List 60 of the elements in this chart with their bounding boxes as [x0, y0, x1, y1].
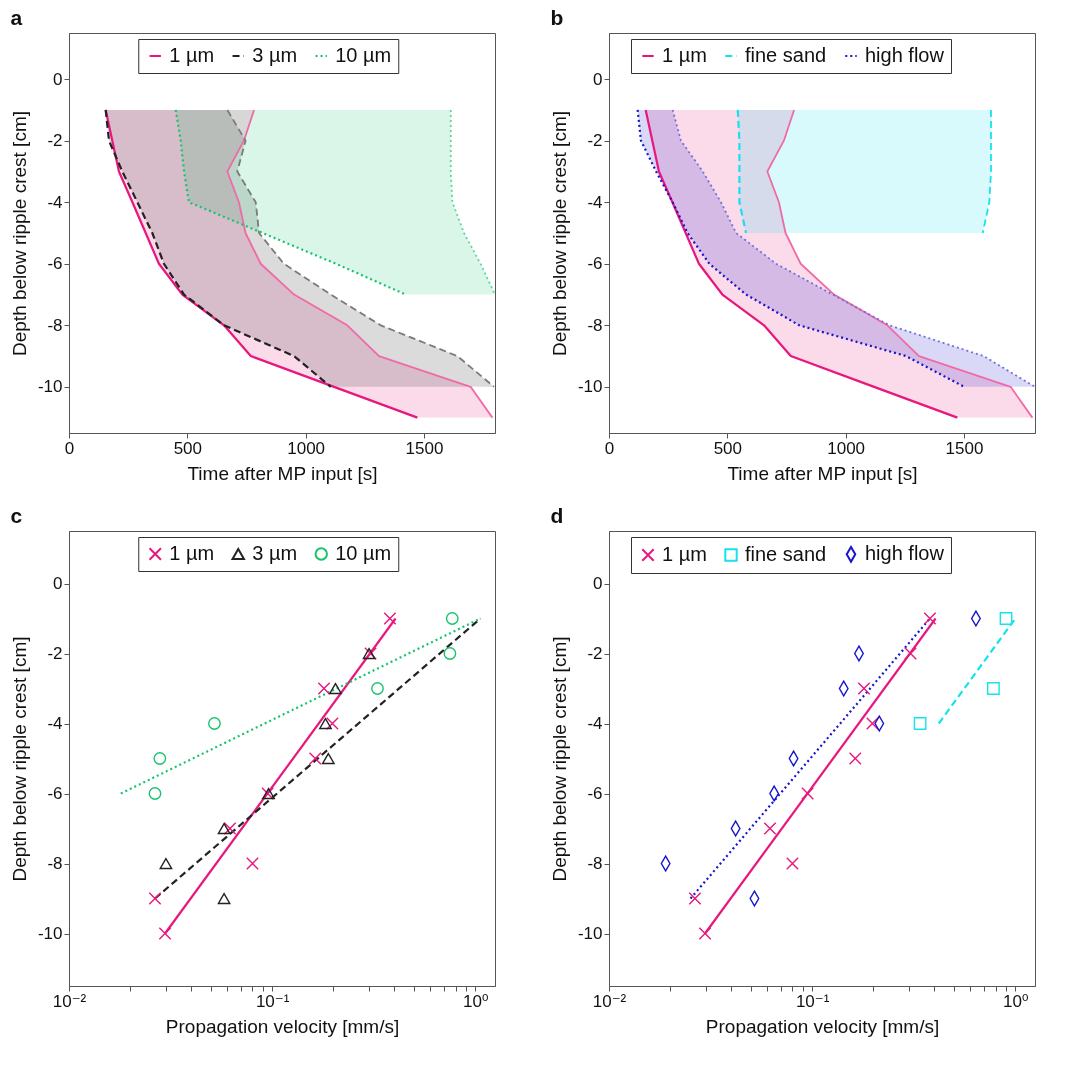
x-tick-label: 10⁻²	[592, 991, 627, 1011]
y-tick-label: -2	[47, 131, 63, 151]
y-tick-label: -10	[37, 924, 63, 943]
y-tick-label: -8	[47, 315, 63, 335]
x-tick-label: 10⁻²	[52, 991, 87, 1011]
legend-label: fine sand	[745, 543, 827, 565]
legend-label: 10 µm	[335, 44, 392, 66]
x-tick-label: 10⁰	[1002, 991, 1029, 1011]
x-tick-label: 500	[173, 438, 203, 458]
chart-title: d	[550, 504, 564, 527]
y-tick-label: -8	[47, 854, 63, 873]
y-tick-label: -6	[47, 784, 63, 803]
x-axis-title: Propagation velocity [mm/s]	[165, 1015, 400, 1037]
y-tick-label: 0	[53, 69, 63, 89]
y-tick-label: -2	[587, 644, 603, 663]
y-tick-label: -6	[47, 254, 63, 274]
legend-label: 1 µm	[169, 44, 215, 66]
legend-label: 1 µm	[169, 542, 215, 564]
x-tick-label: 1500	[945, 438, 984, 458]
y-tick-label: -4	[587, 714, 603, 733]
legend-label: 10 µm	[335, 542, 392, 564]
legend-label: 1 µm	[662, 44, 707, 66]
legend-label: 1 µm	[662, 543, 707, 565]
y-tick-label: -6	[587, 254, 603, 274]
y-tick-label: -10	[577, 924, 603, 943]
y-tick-label: 0	[593, 69, 603, 89]
x-axis-title: Time after MP input [s]	[727, 462, 918, 484]
x-tick-label: 1500	[405, 438, 444, 458]
y-tick-label: -8	[587, 315, 603, 335]
x-tick-label: 500	[713, 438, 743, 458]
x-tick-label: 1000	[827, 438, 866, 458]
chart-title: c	[10, 504, 23, 527]
y-tick-label: -6	[587, 784, 603, 803]
x-axis-title: Propagation velocity [mm/s]	[705, 1015, 940, 1037]
y-tick-label: -8	[587, 854, 603, 873]
legend-label: high flow	[865, 542, 945, 565]
x-tick-label: 10⁻¹	[255, 991, 290, 1011]
legend-label: high flow	[865, 44, 945, 66]
y-tick-label: 0	[593, 574, 603, 593]
x-tick-label: 10⁰	[462, 991, 489, 1011]
y-axis-title: Depth below ripple crest [cm]	[8, 111, 30, 356]
y-tick-label: -10	[37, 377, 63, 397]
x-tick-label: 10⁻¹	[795, 991, 830, 1011]
y-axis-title: Depth below ripple crest [cm]	[548, 636, 570, 882]
y-tick-label: -4	[587, 192, 603, 212]
y-axis-title: Depth below ripple crest [cm]	[548, 111, 570, 356]
chart-title: b	[550, 6, 564, 29]
y-tick-label: -2	[47, 644, 63, 663]
legend-label: fine sand	[745, 44, 827, 66]
x-axis-title: Time after MP input [s]	[187, 462, 378, 484]
legend-label: 3 µm	[252, 44, 298, 66]
chart-title: a	[10, 6, 23, 29]
y-tick-label: -4	[47, 192, 63, 212]
y-tick-label: -4	[47, 714, 63, 733]
y-tick-label: -2	[587, 131, 603, 151]
y-tick-label: -10	[577, 377, 603, 397]
y-axis-title: Depth below ripple crest [cm]	[8, 636, 30, 882]
y-tick-label: 0	[53, 574, 63, 593]
legend-label: 3 µm	[252, 542, 298, 564]
x-tick-label: 1000	[287, 438, 326, 458]
